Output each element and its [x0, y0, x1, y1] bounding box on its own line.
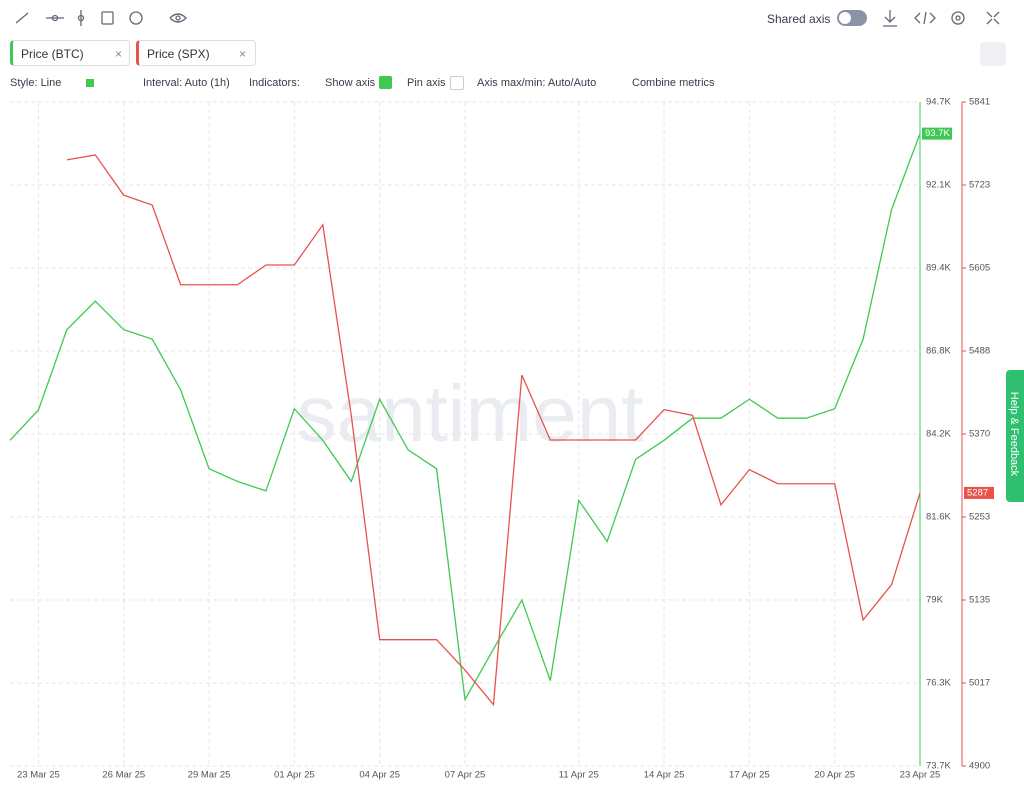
y-tick-label: 79K — [926, 595, 944, 606]
x-tick-label: 14 Apr 25 — [644, 770, 685, 781]
chart: santiment 23 Mar 25 26 Mar 25 29 Mar 25 01 … — [9, 97, 994, 781]
y2-tick-label: 5605 — [969, 263, 990, 274]
x-tick-label: 17 Apr 25 — [729, 770, 770, 781]
y-tick-label: 73.7K — [926, 761, 951, 772]
y2-tick-label: 5135 — [969, 595, 990, 606]
options-button[interactable] — [980, 42, 1006, 66]
current-badge — [964, 486, 994, 499]
y-tick-label: 92.1K — [926, 180, 951, 191]
y2-tick-label: 5723 — [969, 180, 990, 191]
current-label: 5287 — [967, 487, 988, 498]
drawing-tools[interactable] — [10, 4, 210, 34]
series-line — [9, 133, 921, 702]
x-tick-label: 07 Apr 25 — [445, 770, 486, 781]
indicators-setting[interactable]: Indicators: — [249, 77, 300, 89]
tab-label: Price (BTC) — [21, 47, 84, 61]
x-tick-label: 23 Mar 25 — [17, 770, 60, 781]
pin-axis-setting[interactable]: Pin axis — [407, 77, 446, 89]
tab[interactable]: Price (SPX) × — [136, 40, 256, 66]
style-setting[interactable]: Style: Line — [10, 77, 62, 89]
combine-setting[interactable]: Combine metrics — [632, 77, 715, 89]
checkbox[interactable] — [379, 76, 392, 89]
y-tick-label: 81.6K — [926, 512, 951, 523]
help-tab[interactable]: Help & Feedback — [1006, 370, 1024, 502]
help-label: Help & Feedback — [1008, 391, 1020, 477]
y-tick-label: 84.2K — [926, 429, 951, 440]
current-label: 93.7K — [925, 128, 950, 139]
tab-label: Price (SPX) — [147, 47, 210, 61]
x-tick-label: 23 Apr 25 — [900, 770, 941, 781]
x-tick-label: 20 Apr 25 — [814, 770, 855, 781]
show-axis-setting[interactable]: Show axis — [325, 77, 376, 89]
y2-tick-label: 5370 — [969, 429, 990, 440]
y2-tick-label: 4900 — [969, 761, 990, 772]
x-tick-label: 04 Apr 25 — [359, 770, 400, 781]
y2-tick-label: 5253 — [969, 512, 990, 523]
color-swatch[interactable] — [86, 79, 94, 87]
shared-axis-label: Shared axis — [767, 12, 831, 26]
y-tick-label: 86.8K — [926, 346, 951, 357]
toggle[interactable] — [837, 10, 867, 26]
y-tick-label: 76.3K — [926, 678, 951, 689]
x-tick-label: 01 Apr 25 — [274, 770, 315, 781]
x-tick-label: 26 Mar 25 — [102, 770, 145, 781]
x-tick-label: 11 Apr 25 — [559, 770, 599, 781]
y2-tick-label: 5488 — [969, 346, 990, 357]
axis-maxmin-setting[interactable]: Axis max/min: Auto/Auto — [477, 77, 597, 89]
y-tick-label: 94.7K — [926, 97, 951, 108]
interval-setting[interactable]: Interval: Auto (1h) — [143, 77, 230, 89]
y-tick-label: 89.4K — [926, 263, 951, 274]
y2-tick-label: 5017 — [969, 678, 990, 689]
current-badge — [922, 127, 952, 140]
y2-tick-label: 5841 — [969, 97, 990, 108]
x-tick-label: 29 Mar 25 — [188, 770, 231, 781]
checkbox[interactable] — [450, 76, 464, 90]
tab[interactable]: Price (BTC) × — [10, 40, 130, 66]
top-icons[interactable] — [876, 4, 1006, 34]
watermark: santiment — [297, 369, 644, 458]
series-line — [66, 154, 921, 707]
